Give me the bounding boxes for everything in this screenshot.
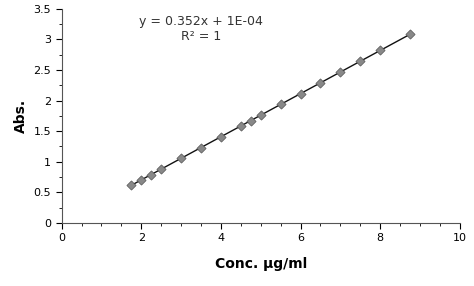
X-axis label: Conc. μg/ml: Conc. μg/ml — [215, 257, 307, 271]
Point — [128, 183, 135, 188]
Point — [247, 118, 255, 123]
Text: y = 0.352x + 1E-04
R² = 1: y = 0.352x + 1E-04 R² = 1 — [139, 15, 263, 43]
Point — [297, 91, 304, 96]
Point — [137, 178, 145, 182]
Point — [157, 167, 165, 171]
Point — [406, 32, 414, 37]
Point — [217, 134, 225, 139]
Point — [237, 124, 245, 128]
Y-axis label: Abs.: Abs. — [14, 99, 28, 133]
Point — [356, 59, 364, 63]
Point — [376, 48, 384, 53]
Point — [277, 102, 284, 107]
Point — [317, 81, 324, 85]
Point — [147, 172, 155, 177]
Point — [197, 145, 205, 150]
Point — [257, 113, 264, 118]
Point — [177, 156, 185, 161]
Point — [337, 70, 344, 74]
